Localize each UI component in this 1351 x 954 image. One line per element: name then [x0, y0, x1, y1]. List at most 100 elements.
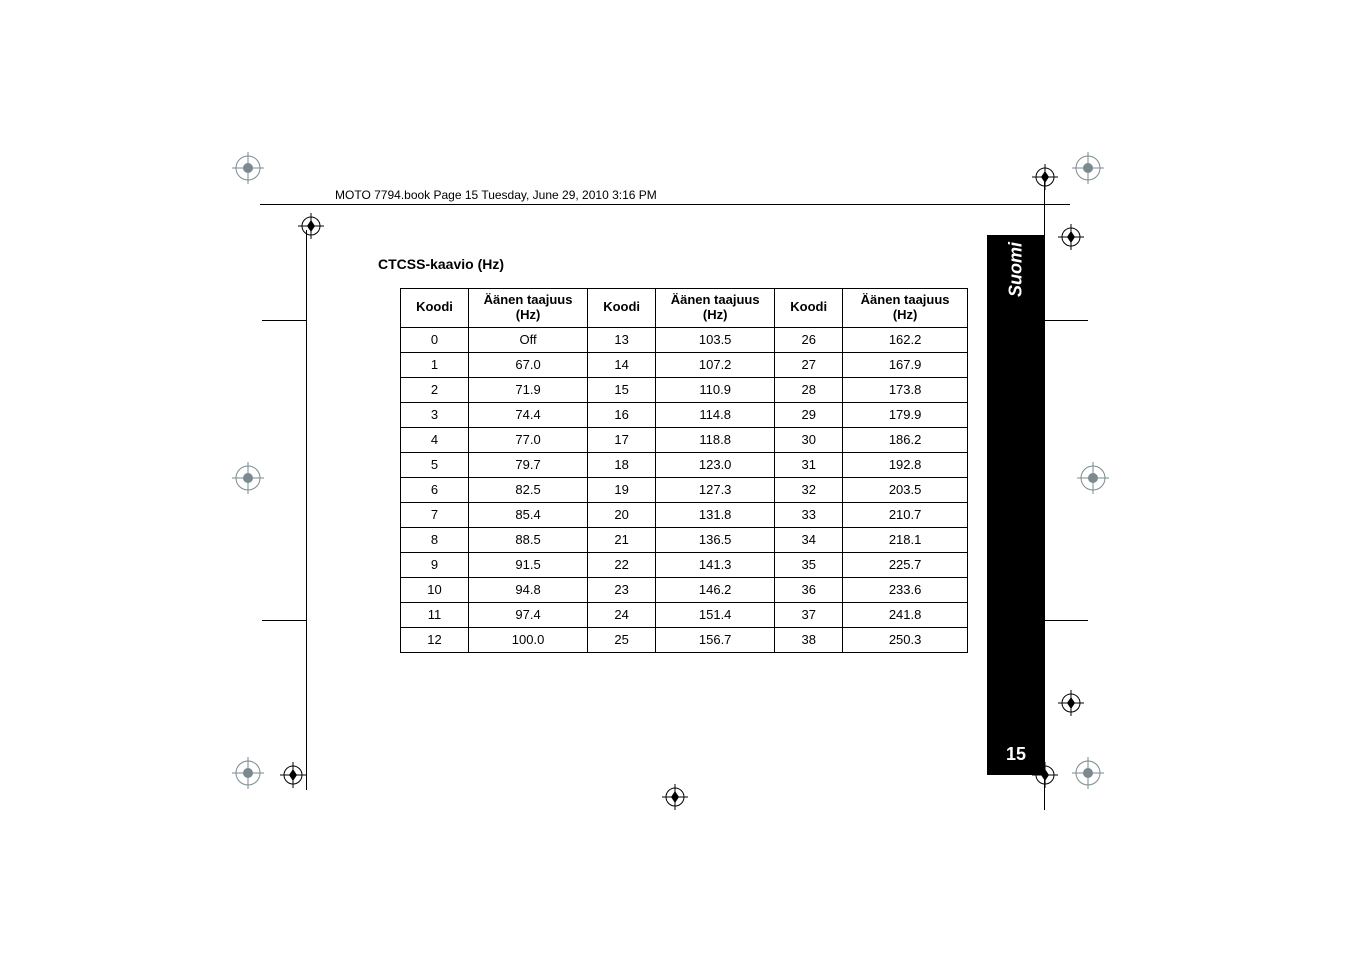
table-cell: Off [469, 327, 588, 352]
table-cell: 21 [588, 527, 656, 552]
table-cell: 17 [588, 427, 656, 452]
table-cell: 19 [588, 477, 656, 502]
table-cell: 186.2 [843, 427, 968, 452]
table-cell: 233.6 [843, 577, 968, 602]
registration-mark-icon [1070, 150, 1106, 186]
registration-mark-icon [230, 755, 266, 791]
table-cell: 23 [588, 577, 656, 602]
table-cell: 167.9 [843, 352, 968, 377]
registration-mark-icon [1070, 755, 1106, 791]
section-title: CTCSS-kaavio (Hz) [378, 256, 504, 272]
table-cell: 9 [401, 552, 469, 577]
table-cell: 29 [775, 402, 843, 427]
table-row: 167.014107.227167.9 [401, 352, 968, 377]
table-cell: 131.8 [656, 502, 775, 527]
table-header-cell: Koodi [401, 289, 469, 328]
table-cell: 250.3 [843, 627, 968, 652]
table-cell: 97.4 [469, 602, 588, 627]
table-cell: 151.4 [656, 602, 775, 627]
table-cell: 8 [401, 527, 469, 552]
table-cell: 2 [401, 377, 469, 402]
table-cell: 179.9 [843, 402, 968, 427]
table-cell: 1 [401, 352, 469, 377]
table-row: 0Off13103.526162.2 [401, 327, 968, 352]
table-cell: 11 [401, 602, 469, 627]
registration-mark-icon [230, 150, 266, 186]
table-cell: 173.8 [843, 377, 968, 402]
table-cell: 30 [775, 427, 843, 452]
table-row: 374.416114.829179.9 [401, 402, 968, 427]
table-cell: 91.5 [469, 552, 588, 577]
table-cell: 218.1 [843, 527, 968, 552]
table-cell: 77.0 [469, 427, 588, 452]
book-header: MOTO 7794.book Page 15 Tuesday, June 29,… [335, 188, 657, 202]
table-cell: 67.0 [469, 352, 588, 377]
table-row: 477.017118.830186.2 [401, 427, 968, 452]
table-body: 0Off13103.526162.2167.014107.227167.9271… [401, 327, 968, 652]
table-cell: 27 [775, 352, 843, 377]
table-cell: 0 [401, 327, 469, 352]
table-cell: 118.8 [656, 427, 775, 452]
table-cell: 74.4 [469, 402, 588, 427]
table-cell: 13 [588, 327, 656, 352]
table-cell: 4 [401, 427, 469, 452]
table-cell: 162.2 [843, 327, 968, 352]
table-cell: 28 [775, 377, 843, 402]
table-header-cell: Koodi [775, 289, 843, 328]
table-cell: 127.3 [656, 477, 775, 502]
table-cell: 82.5 [469, 477, 588, 502]
table-cell: 25 [588, 627, 656, 652]
table-cell: 107.2 [656, 352, 775, 377]
table-cell: 12 [401, 627, 469, 652]
table-row: 785.420131.833210.7 [401, 502, 968, 527]
crosshair-icon [1032, 164, 1058, 190]
table-cell: 18 [588, 452, 656, 477]
table-row: 271.915110.928173.8 [401, 377, 968, 402]
table-header-cell: Äänen taajuus(Hz) [656, 289, 775, 328]
table-cell: 146.2 [656, 577, 775, 602]
table-header-row: KoodiÄänen taajuus(Hz)KoodiÄänen taajuus… [401, 289, 968, 328]
table-cell: 71.9 [469, 377, 588, 402]
sidebar-tab: Suomi 15 [987, 235, 1045, 775]
table-cell: 88.5 [469, 527, 588, 552]
table-row: 579.718123.031192.8 [401, 452, 968, 477]
table-row: 888.521136.534218.1 [401, 527, 968, 552]
table-cell: 24 [588, 602, 656, 627]
frame-line [1044, 620, 1088, 621]
table-cell: 210.7 [843, 502, 968, 527]
table-cell: 136.5 [656, 527, 775, 552]
crosshair-icon [280, 762, 306, 788]
table-header-cell: Koodi [588, 289, 656, 328]
frame-line [262, 620, 306, 621]
frame-line [262, 320, 306, 321]
page-number: 15 [987, 744, 1045, 765]
table-row: 1094.823146.236233.6 [401, 577, 968, 602]
table-cell: 156.7 [656, 627, 775, 652]
table-cell: 31 [775, 452, 843, 477]
frame-line [1044, 174, 1045, 244]
header-rule [260, 204, 1070, 205]
table-cell: 38 [775, 627, 843, 652]
crosshair-icon [298, 213, 324, 239]
frame-line [1044, 320, 1088, 321]
table-cell: 6 [401, 477, 469, 502]
table-cell: 33 [775, 502, 843, 527]
crosshair-icon [1058, 224, 1084, 250]
table-header-cell: Äänen taajuus(Hz) [469, 289, 588, 328]
table-cell: 20 [588, 502, 656, 527]
table-cell: 110.9 [656, 377, 775, 402]
table-cell: 225.7 [843, 552, 968, 577]
table-cell: 7 [401, 502, 469, 527]
table-cell: 141.3 [656, 552, 775, 577]
table-cell: 114.8 [656, 402, 775, 427]
table-row: 12100.025156.738250.3 [401, 627, 968, 652]
table-row: 1197.424151.437241.8 [401, 602, 968, 627]
table-cell: 5 [401, 452, 469, 477]
registration-mark-icon [230, 460, 266, 496]
table-cell: 203.5 [843, 477, 968, 502]
table-row: 991.522141.335225.7 [401, 552, 968, 577]
table-cell: 192.8 [843, 452, 968, 477]
table-cell: 103.5 [656, 327, 775, 352]
table-cell: 36 [775, 577, 843, 602]
table-cell: 241.8 [843, 602, 968, 627]
